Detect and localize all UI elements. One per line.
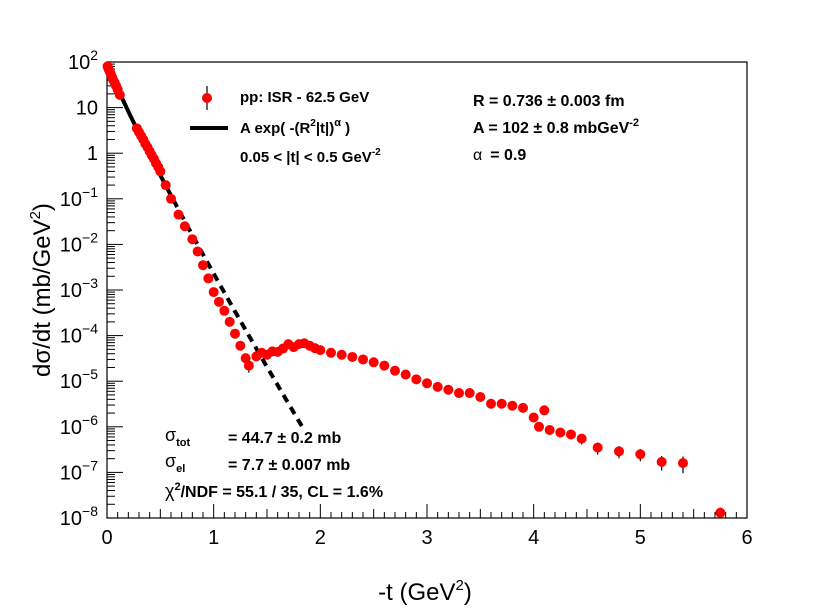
data-point xyxy=(507,400,518,411)
data-point xyxy=(235,340,246,351)
data-point xyxy=(336,349,347,360)
y-tick-label: 1 xyxy=(87,143,98,165)
data-point xyxy=(678,458,688,469)
data-point xyxy=(243,360,254,371)
fit-result-A: A = 102 ± 0.8 mbGeV-2 xyxy=(473,117,639,137)
x-tick-label: 4 xyxy=(528,527,539,549)
data-point xyxy=(347,351,358,362)
legend: pp: ISR - 62.5 GeV A exp( -(R2|t|)α ) 0.… xyxy=(190,86,381,166)
legend-data-marker xyxy=(202,93,212,103)
chi2-ndf: χ2/NDF = 55.1 / 35, CL = 1.6% xyxy=(165,481,383,501)
data-point xyxy=(518,402,528,413)
data-point xyxy=(614,446,624,457)
y-tick-label: 10−1 xyxy=(60,184,98,211)
x-axis-title: -t (GeV2) xyxy=(378,577,472,606)
data-point xyxy=(198,260,208,271)
sigma-el-value: = 7.7 ± 0.007 mb xyxy=(228,457,350,474)
data-point xyxy=(179,221,190,232)
data-point xyxy=(203,273,214,284)
data-point xyxy=(208,287,219,298)
data-point xyxy=(224,316,235,327)
data-point xyxy=(496,398,507,409)
y-tick-labels: 102 10 1 10−1 10−2 10−3 10−4 10−5 10−6 10−7 10−8 xyxy=(60,47,98,530)
y-tick-label: 10−8 xyxy=(60,503,98,530)
data-point xyxy=(656,456,667,467)
y-tick-label: 102 xyxy=(68,47,98,74)
y-tick-label: 10−6 xyxy=(60,412,98,439)
data-point xyxy=(464,388,475,399)
sigma-el-symbol: σel xyxy=(165,451,185,475)
data-point xyxy=(528,412,539,423)
y-tick-label: 10 xyxy=(76,98,98,120)
data-point xyxy=(315,345,326,356)
data-point xyxy=(390,365,400,376)
y-axis-title: dσ/dt (mb/GeV2) xyxy=(27,203,56,377)
y-tick-label: 10−5 xyxy=(60,366,98,393)
x-tick-label: 3 xyxy=(421,527,432,549)
data-point xyxy=(454,388,464,399)
fit-results: R = 0.736 ± 0.003 fm A = 102 ± 0.8 mbGeV… xyxy=(473,93,639,164)
data-point xyxy=(173,209,184,220)
data-point xyxy=(166,193,176,204)
data-points xyxy=(102,61,726,518)
data-point xyxy=(544,425,555,436)
y-tick-label: 10−2 xyxy=(60,229,98,256)
plot-frame xyxy=(106,61,748,519)
x-tick-label: 6 xyxy=(741,527,752,549)
fit-result-R: R = 0.736 ± 0.003 fm xyxy=(473,93,625,110)
data-point xyxy=(592,442,603,453)
y-tick-label: 10−7 xyxy=(60,457,98,484)
fit-result-alpha: α = 0.9 xyxy=(473,147,526,164)
data-point xyxy=(326,347,336,358)
data-point xyxy=(715,507,726,518)
sigma-tot-value: = 44.7 ± 0.2 mb xyxy=(228,430,342,447)
x-tick-label: 2 xyxy=(315,527,326,549)
data-point xyxy=(219,305,230,316)
x-tick-label: 5 xyxy=(635,527,646,549)
data-point xyxy=(358,354,368,365)
data-point xyxy=(576,433,587,444)
data-point xyxy=(230,328,240,339)
data-point xyxy=(566,429,576,440)
data-point xyxy=(411,374,422,385)
data-point xyxy=(422,378,432,389)
data-point xyxy=(400,369,411,380)
data-point xyxy=(214,296,224,307)
data-point xyxy=(475,392,486,403)
data-point xyxy=(368,357,379,368)
x-tick-labels: 0 1 2 3 4 5 6 xyxy=(101,527,752,549)
sigma-tot-symbol: σtot xyxy=(165,425,190,449)
cross-section-annotations: σtot = 44.7 ± 0.2 mb σel = 7.7 ± 0.007 m… xyxy=(165,425,383,501)
data-point xyxy=(187,234,198,245)
data-point xyxy=(443,384,454,395)
data-point xyxy=(534,421,544,432)
legend-fit-label: A exp( -(R2|t|)α ) xyxy=(240,117,350,137)
legend-range-label: 0.05 < |t| < 0.5 GeV-2 xyxy=(240,147,381,166)
data-point xyxy=(160,180,171,191)
data-point xyxy=(192,246,203,257)
x-tick-label: 0 xyxy=(101,527,112,549)
legend-data-label: pp: ISR - 62.5 GeV xyxy=(240,89,369,106)
data-point xyxy=(635,449,646,460)
fit-curve-dashed xyxy=(158,174,307,432)
data-point xyxy=(486,398,496,409)
y-tick-label: 10−4 xyxy=(60,321,98,348)
data-point xyxy=(539,405,550,416)
data-point xyxy=(432,381,443,392)
data-point xyxy=(114,89,125,100)
y-tick-label: 10−3 xyxy=(60,275,98,302)
data-point xyxy=(555,427,566,438)
x-tick-label: 1 xyxy=(208,527,219,549)
data-point xyxy=(155,166,166,177)
data-point xyxy=(379,360,390,371)
